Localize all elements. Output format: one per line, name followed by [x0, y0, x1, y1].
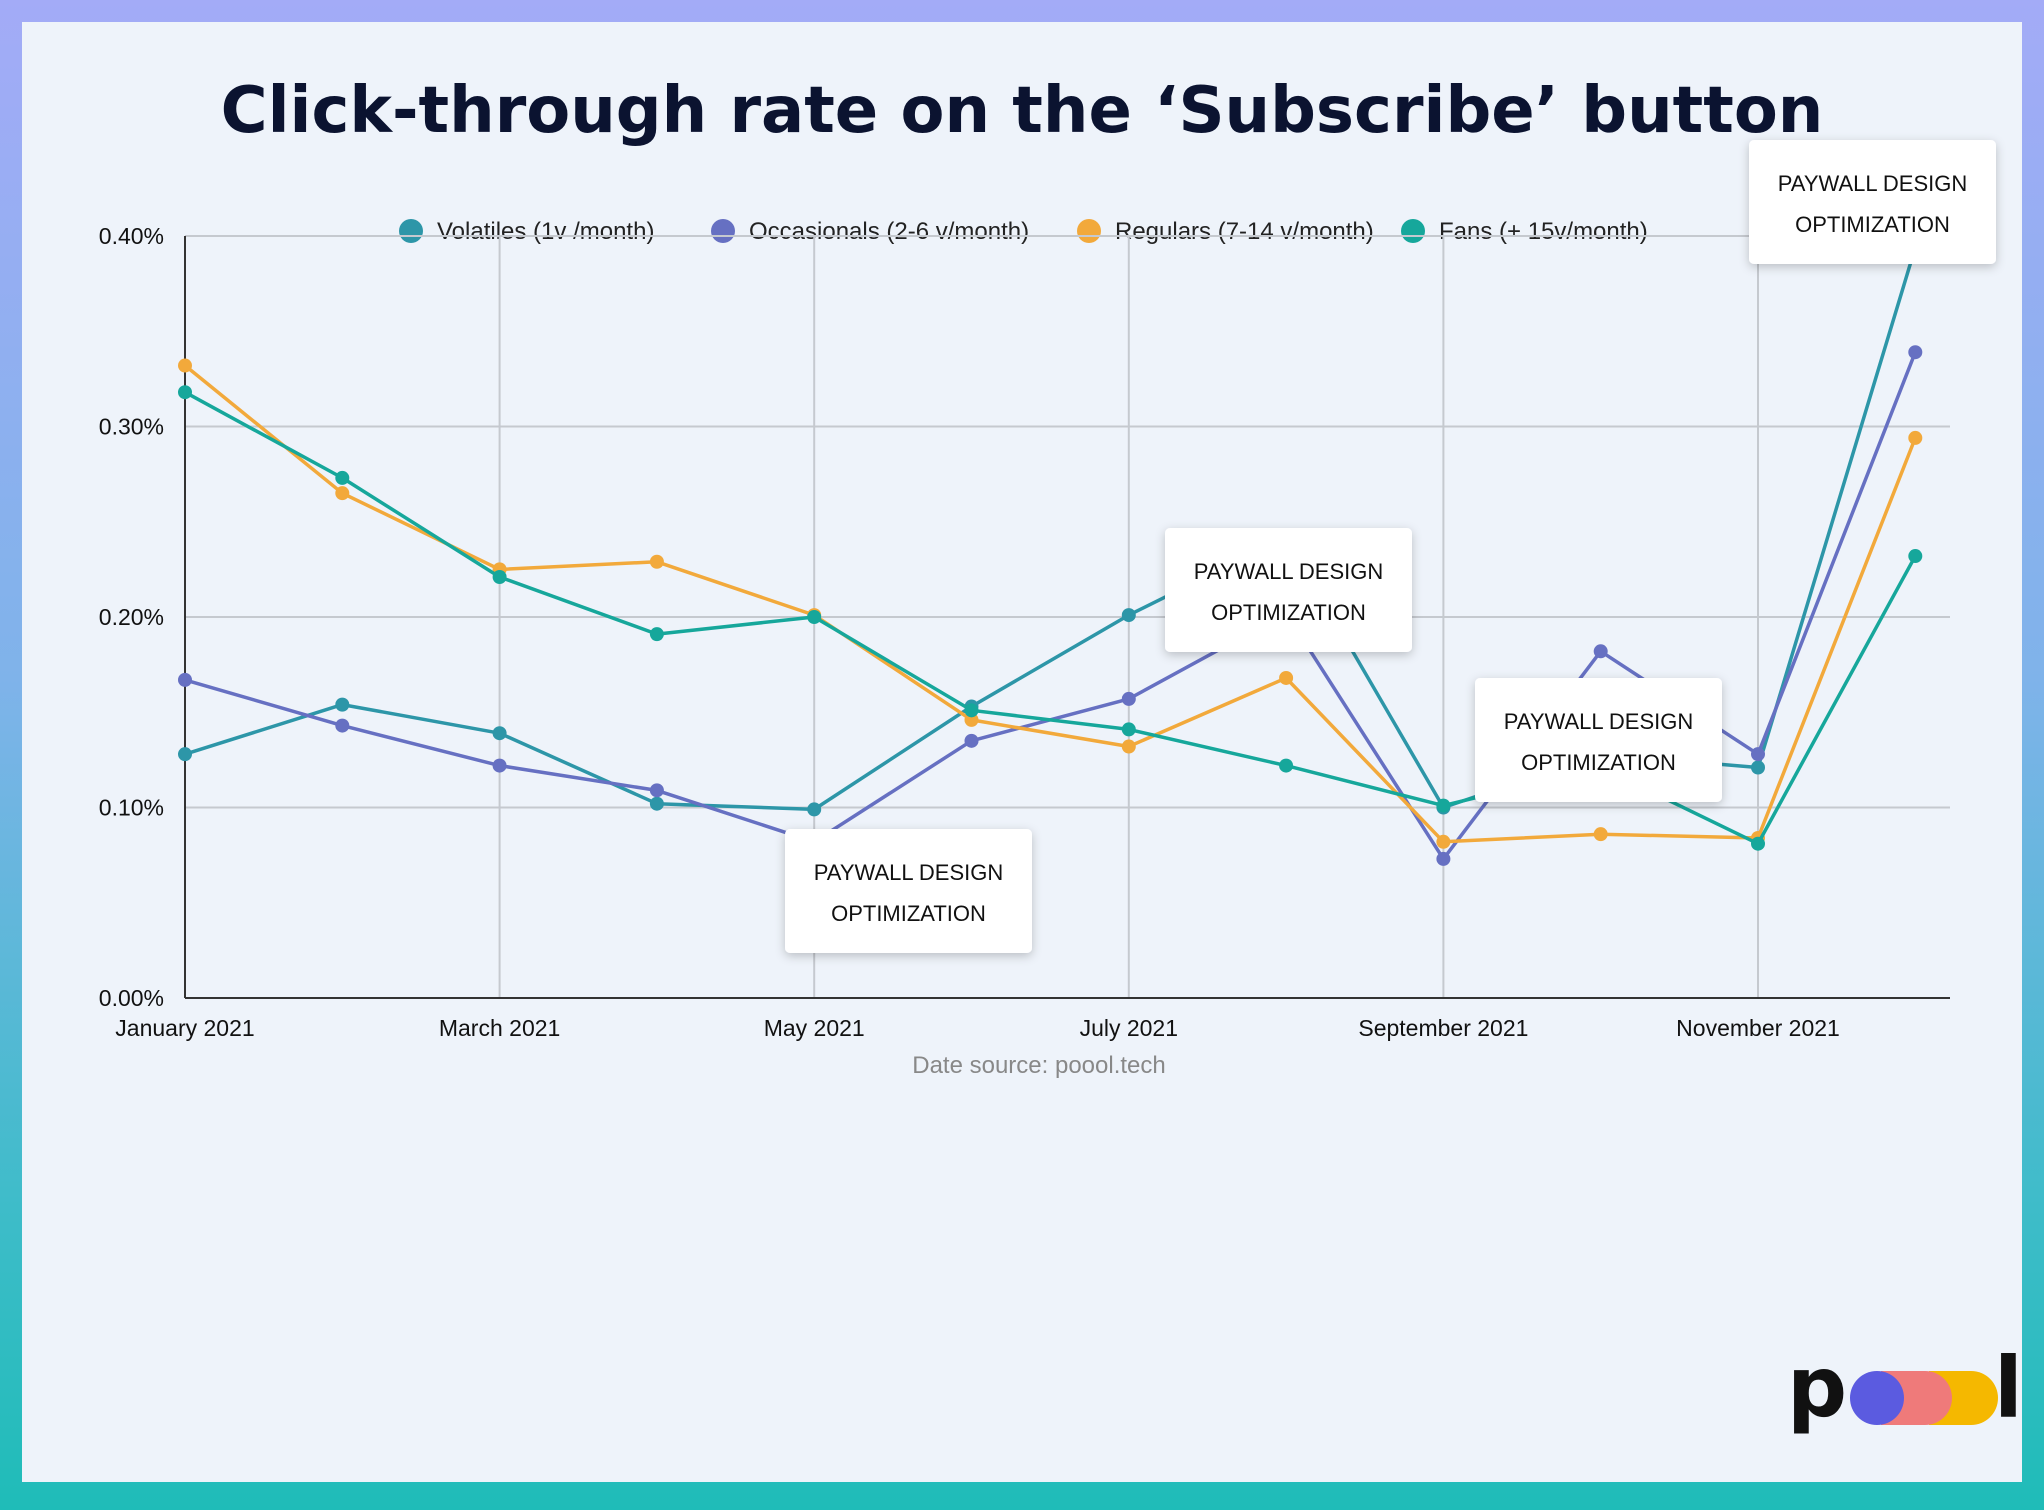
y-tick-label: 0.20% — [99, 604, 164, 630]
annotation-line-2: OPTIMIZATION — [1795, 212, 1950, 237]
data-point — [649, 796, 664, 811]
line-chart: Click-through rate on the ‘Subscribe’ bu… — [99, 74, 2022, 1437]
data-point — [649, 783, 664, 798]
logo-dot-blue — [1850, 1371, 1904, 1425]
data-point — [492, 569, 507, 584]
legend-swatch — [399, 219, 423, 243]
annotation-box — [1475, 678, 1722, 802]
data-point — [178, 358, 192, 373]
annotation-box — [1749, 140, 1996, 264]
data-point — [335, 470, 350, 485]
data-point — [1436, 798, 1451, 813]
legend-item-occasionals-2-6-v-month: Occasionals (2-6 v/month) — [711, 218, 1029, 245]
annotation-line-1: PAYWALL DESIGN — [1504, 709, 1694, 734]
data-point — [1593, 644, 1608, 659]
data-point — [492, 726, 507, 741]
annotation-line-1: PAYWALL DESIGN — [1194, 559, 1384, 584]
grid — [185, 235, 1950, 998]
x-tick-label: March 2021 — [439, 1015, 560, 1041]
data-point — [178, 385, 192, 400]
annotation-paywall-design-optimization: PAYWALL DESIGN OPTIMIZATION — [1475, 678, 1722, 802]
legend-swatch — [1077, 219, 1101, 243]
annotation-box — [785, 829, 1032, 953]
data-point — [1436, 834, 1451, 849]
legend-label: Regulars (7-14 v/month) — [1115, 218, 1374, 245]
data-point — [335, 718, 350, 733]
data-point — [1751, 747, 1765, 762]
legend-swatch — [711, 219, 735, 243]
data-point — [1751, 836, 1765, 851]
y-tick-label: 0.00% — [99, 985, 164, 1011]
x-tick-label: September 2021 — [1358, 1015, 1528, 1041]
data-point — [1436, 851, 1451, 866]
x-tick-label: May 2021 — [764, 1015, 865, 1041]
annotation-paywall-design-optimization: PAYWALL DESIGN OPTIMIZATION — [1165, 528, 1412, 652]
chart-card: Click-through rate on the ‘Subscribe’ bu… — [22, 22, 2022, 1482]
y-tick-label: 0.40% — [99, 223, 164, 249]
data-point — [492, 758, 507, 773]
data-point — [1121, 691, 1136, 706]
data-point — [807, 610, 822, 624]
series-line — [183, 364, 1917, 844]
data-point — [1908, 549, 1923, 564]
chart-title: Click-through rate on the ‘Subscribe’ bu… — [221, 74, 1824, 148]
data-point — [1121, 722, 1136, 737]
data-source-note: Date source: poool.tech — [912, 1052, 1166, 1079]
legend: Volatiles (1v /month) Occasionals (2-6 v/… — [399, 218, 1648, 245]
data-point — [649, 627, 664, 642]
legend-label: Occasionals (2-6 v/month) — [749, 218, 1029, 245]
annotation-line-2: OPTIMIZATION — [831, 901, 986, 926]
annotation-line-1: PAYWALL DESIGN — [1778, 171, 1968, 196]
legend-item-volatiles-1v-month: Volatiles (1v /month) — [399, 218, 654, 245]
data-point — [335, 697, 350, 712]
annotation-line-1: PAYWALL DESIGN — [814, 860, 1004, 885]
legend-label: Fans (+ 15v/month) — [1439, 218, 1648, 245]
data-point — [335, 486, 350, 501]
legend-item-fans-15v-month: Fans (+ 15v/month) — [1401, 218, 1648, 245]
data-point — [1121, 739, 1136, 754]
data-point — [1279, 670, 1294, 685]
x-tick-label: July 2021 — [1080, 1015, 1178, 1041]
data-point — [1751, 760, 1765, 775]
data-point — [649, 554, 664, 569]
logo-letter-p: p — [1787, 1338, 1847, 1436]
logo-letter-l: l — [1994, 1339, 2022, 1437]
annotation-line-2: OPTIMIZATION — [1211, 600, 1366, 625]
axes: 0.00% 0.10% 0.20% 0.30% 0.40% January 2021 Mar… — [99, 223, 1950, 1041]
annotation-paywall-design-optimization: PAYWALL DESIGN OPTIMIZATION — [785, 829, 1032, 953]
x-tick-label: January 2021 — [115, 1015, 254, 1041]
data-point — [1908, 345, 1923, 360]
data-point — [964, 733, 979, 748]
legend-label: Volatiles (1v /month) — [437, 218, 654, 245]
annotation-line-2: OPTIMIZATION — [1521, 750, 1676, 775]
y-tick-label: 0.30% — [99, 414, 164, 440]
data-point — [1121, 608, 1136, 623]
data-point — [178, 672, 192, 687]
data-point — [1593, 827, 1608, 842]
y-tick-label: 0.10% — [99, 795, 164, 821]
data-point — [807, 802, 822, 817]
data-point — [1279, 758, 1294, 773]
annotation-paywall-design-optimization: PAYWALL DESIGN OPTIMIZATION — [1749, 140, 1996, 264]
annotation-box — [1165, 528, 1412, 652]
legend-swatch — [1401, 219, 1425, 243]
data-point — [1908, 430, 1923, 445]
x-tick-label: November 2021 — [1676, 1015, 1840, 1041]
data-point — [964, 703, 979, 718]
legend-item-regulars-7-14-v-month: Regulars (7-14 v/month) — [1077, 218, 1374, 245]
data-point — [178, 747, 192, 762]
